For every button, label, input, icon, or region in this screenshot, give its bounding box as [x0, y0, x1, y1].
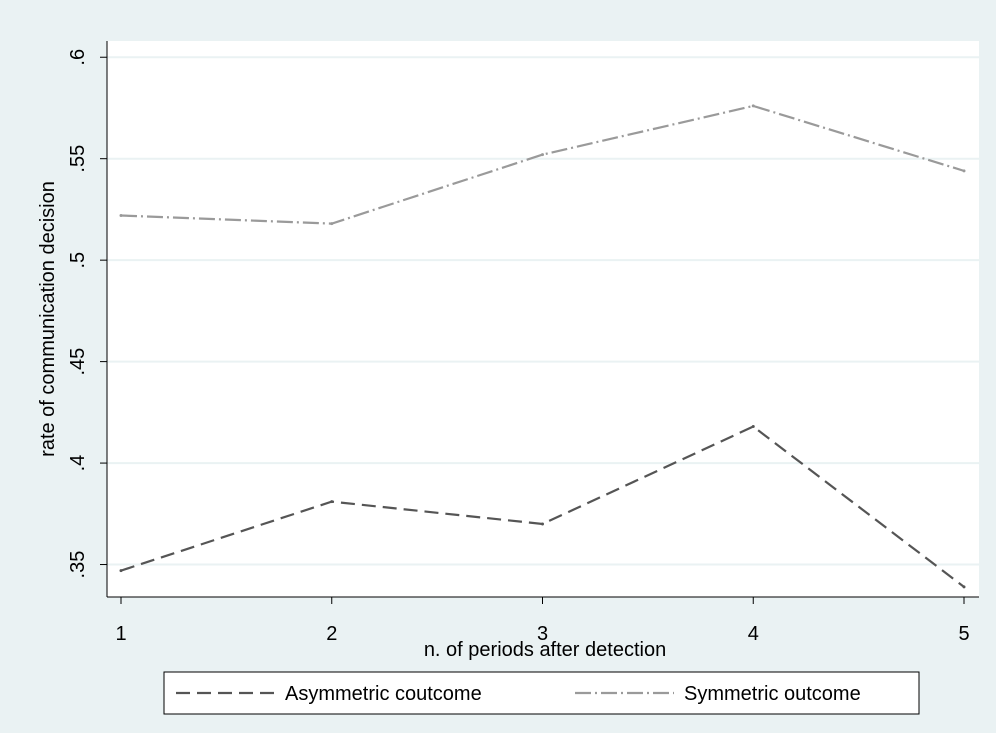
series-2-point [751, 104, 755, 108]
y-tick-label: .55 [67, 145, 89, 173]
series-2-point [541, 153, 544, 157]
legend-label-1: Asymmetric coutcome [285, 683, 482, 705]
y-axis-label: rate of communication decision [37, 181, 59, 457]
series-2-point [330, 222, 334, 226]
x-tick-label: 1 [115, 623, 126, 645]
series-1-point [119, 569, 123, 573]
series-1-point [751, 425, 755, 429]
series-1-point [330, 500, 334, 504]
y-tick-label: .45 [67, 348, 89, 376]
y-tick-label: .4 [67, 455, 89, 472]
x-axis-label: n. of periods after detection [424, 639, 666, 661]
plot-area [107, 41, 979, 597]
series-line-2 [120, 104, 965, 225]
series-1-point [962, 585, 966, 589]
y-tick-label: .5 [67, 252, 89, 269]
y-tick-label: .6 [67, 49, 89, 66]
x-tick-label: 4 [748, 623, 759, 645]
series-2-point [119, 214, 123, 218]
legend-box [163, 671, 920, 715]
y-tick-label: .35 [67, 551, 89, 579]
x-tick-label: 2 [326, 623, 337, 645]
series-1-point [541, 522, 544, 526]
x-tick-label: 5 [958, 623, 969, 645]
series-2-point [962, 169, 966, 173]
x-tick-label: 3 [537, 623, 548, 645]
legend-label-2: Symmetric outcome [684, 683, 861, 705]
